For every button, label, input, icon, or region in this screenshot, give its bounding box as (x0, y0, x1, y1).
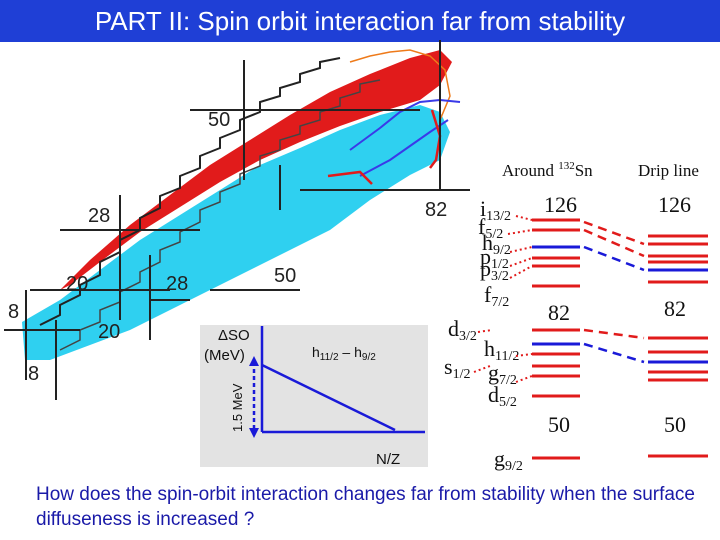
slide-title: PART II: Spin orbit interaction far from… (0, 0, 720, 42)
magic-label: 20 (66, 273, 88, 295)
inset-ylabel: ΔSO (MeV) (204, 327, 250, 364)
magic-126-left: 126 (544, 192, 577, 217)
levels-drip-line (648, 234, 708, 458)
magic-label: 28 (88, 205, 110, 227)
magic-label: 50 (208, 109, 230, 131)
delta-so-inset: ΔSO (MeV) 1.5 MeV h11/2 – h9/2 N/Z (200, 325, 428, 468)
magic-label: 50 (274, 265, 296, 287)
nuclear-chart: 50 82 28 20 28 50 8 20 8 (4, 40, 470, 400)
magic-50-right: 50 (664, 412, 686, 437)
orbital-p3-2: p3/2 (480, 256, 509, 284)
neutron-rich-band (22, 105, 450, 360)
question-text: How does the spin-orbit interaction chan… (36, 484, 695, 530)
magic-50-left: 50 (548, 412, 570, 437)
magic-82-right: 82 (664, 296, 686, 321)
drip-line-header: Drip line (638, 161, 699, 180)
magic-label: 28 (166, 273, 188, 295)
orbital-g9-2: g9/2 (494, 446, 523, 474)
delta-so-curve (261, 363, 396, 432)
magic-label: 20 (98, 321, 120, 343)
inset-scale-label: 1.5 MeV (230, 383, 245, 432)
magic-label: 8 (28, 363, 39, 385)
magic-label: 8 (8, 301, 19, 323)
orbital-f7-2: f7/2 (484, 282, 509, 310)
levels-around-sn (532, 218, 580, 460)
chart-boundary-line (39, 57, 341, 326)
magic-82-left: 82 (548, 300, 570, 325)
magic-126-right: 126 (658, 192, 691, 217)
around-sn-header: Around 132Sn (502, 160, 593, 180)
magic-label: 82 (425, 199, 447, 221)
inset-xlabel: N/Z (376, 451, 400, 468)
